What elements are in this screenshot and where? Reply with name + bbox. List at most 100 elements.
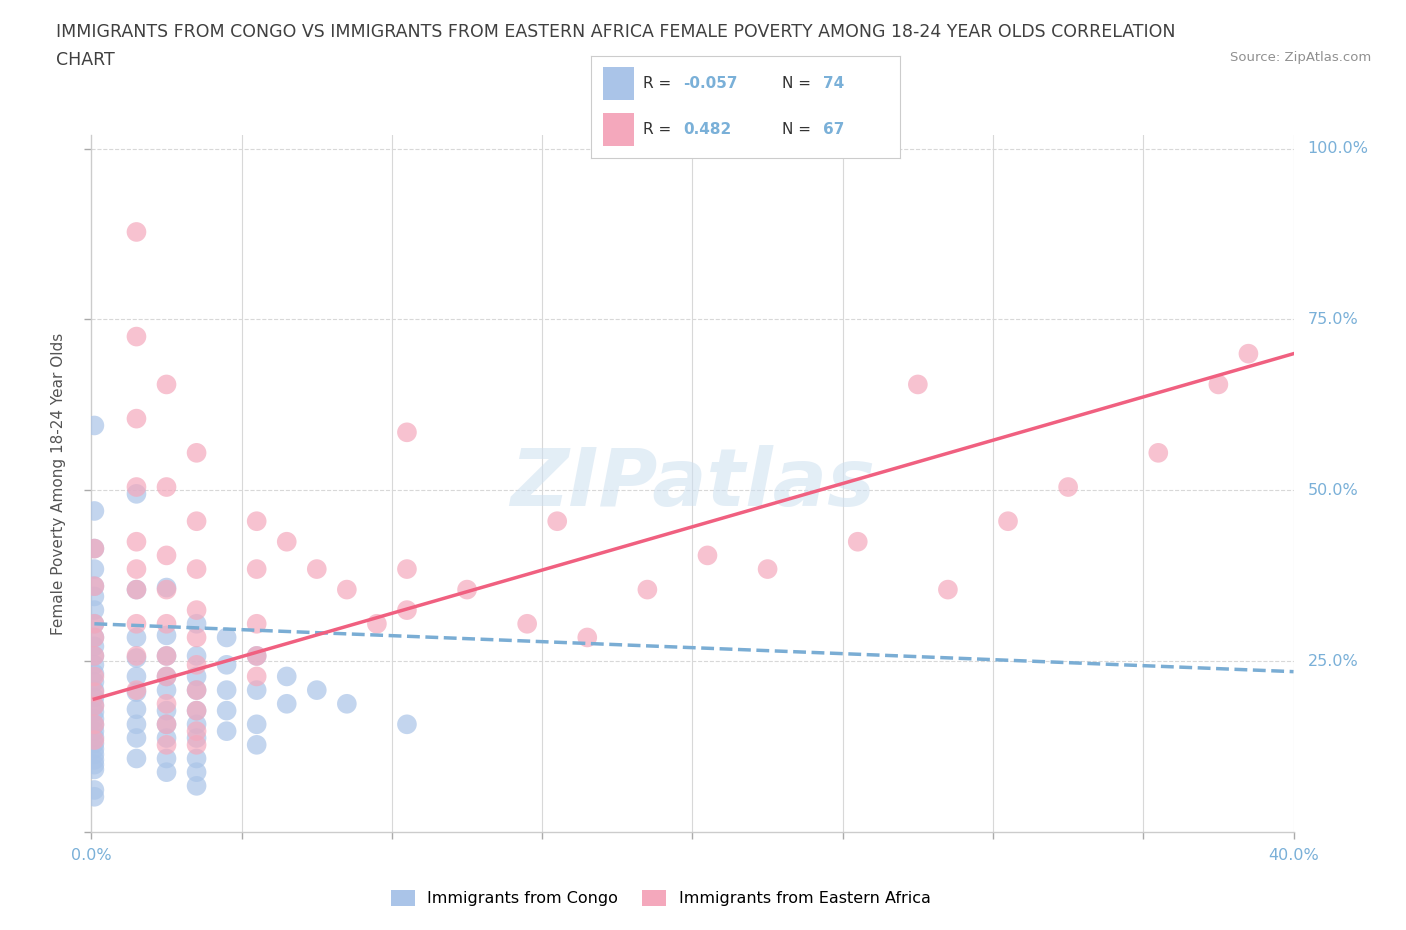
- Point: [516, 617, 538, 631]
- Point: [83, 717, 105, 732]
- Point: [997, 513, 1019, 528]
- Point: [83, 617, 105, 631]
- Point: [336, 697, 359, 711]
- Point: [83, 578, 105, 593]
- Point: [83, 698, 105, 712]
- Point: [186, 603, 208, 618]
- Point: [125, 411, 148, 426]
- Point: [83, 733, 105, 748]
- Point: [83, 617, 105, 631]
- Point: [276, 535, 298, 550]
- Point: [155, 648, 177, 663]
- Point: [636, 582, 658, 597]
- Point: [936, 582, 959, 597]
- Point: [155, 580, 177, 595]
- Point: [366, 617, 388, 631]
- Point: [246, 513, 269, 528]
- Point: [155, 703, 177, 718]
- Point: [83, 683, 105, 698]
- Point: [395, 562, 418, 577]
- Point: [125, 751, 148, 766]
- Point: [186, 683, 208, 698]
- Point: [125, 648, 148, 663]
- Point: [125, 630, 148, 644]
- Point: [83, 747, 105, 762]
- Point: [186, 778, 208, 793]
- Point: [546, 513, 568, 528]
- Point: [155, 751, 177, 766]
- Point: [125, 480, 148, 495]
- Point: [246, 617, 269, 631]
- Point: [215, 683, 238, 698]
- Text: 0.0%: 0.0%: [72, 848, 111, 863]
- Point: [215, 658, 238, 672]
- Point: [1237, 346, 1260, 361]
- Point: [155, 377, 177, 392]
- Text: 0.482: 0.482: [683, 122, 731, 137]
- Text: N =: N =: [782, 76, 815, 91]
- Point: [155, 648, 177, 663]
- Text: ZIPatlas: ZIPatlas: [510, 445, 875, 523]
- Point: [186, 751, 208, 766]
- Point: [155, 548, 177, 563]
- Point: [83, 648, 105, 663]
- Point: [846, 535, 869, 550]
- Point: [83, 541, 105, 556]
- Point: [83, 674, 105, 689]
- Text: 75.0%: 75.0%: [1308, 312, 1358, 327]
- Point: [125, 582, 148, 597]
- Point: [186, 724, 208, 738]
- Point: [83, 630, 105, 644]
- Point: [83, 658, 105, 672]
- Point: [155, 669, 177, 684]
- Point: [336, 582, 359, 597]
- Point: [186, 669, 208, 684]
- Point: [215, 703, 238, 718]
- Point: [186, 737, 208, 752]
- Text: CHART: CHART: [56, 51, 115, 69]
- Point: [83, 730, 105, 745]
- Point: [246, 562, 269, 577]
- Legend: Immigrants from Congo, Immigrants from Eastern Africa: Immigrants from Congo, Immigrants from E…: [384, 884, 938, 912]
- Point: [155, 717, 177, 732]
- Point: [83, 762, 105, 777]
- Point: [186, 703, 208, 718]
- Point: [125, 486, 148, 501]
- Point: [125, 329, 148, 344]
- Point: [186, 630, 208, 644]
- Point: [186, 703, 208, 718]
- Text: Source: ZipAtlas.com: Source: ZipAtlas.com: [1230, 51, 1371, 64]
- Point: [83, 578, 105, 593]
- Point: [83, 630, 105, 644]
- Point: [186, 658, 208, 672]
- Point: [83, 790, 105, 804]
- Point: [155, 617, 177, 631]
- Point: [456, 582, 478, 597]
- Point: [125, 617, 148, 631]
- Point: [155, 683, 177, 698]
- Bar: [603, 113, 634, 146]
- Point: [1147, 445, 1170, 460]
- Point: [125, 702, 148, 717]
- Point: [1057, 480, 1080, 495]
- Point: [155, 480, 177, 495]
- Point: [696, 548, 718, 563]
- Point: [395, 425, 418, 440]
- Point: [83, 503, 105, 518]
- Point: [276, 697, 298, 711]
- Text: 67: 67: [823, 122, 844, 137]
- Point: [125, 224, 148, 239]
- Point: [305, 562, 328, 577]
- Point: [83, 705, 105, 720]
- Point: [83, 418, 105, 433]
- Point: [83, 724, 105, 738]
- Text: 74: 74: [823, 76, 844, 91]
- Point: [83, 718, 105, 733]
- Point: [186, 445, 208, 460]
- Point: [155, 628, 177, 643]
- Point: [83, 639, 105, 654]
- Point: [83, 684, 105, 699]
- Point: [276, 669, 298, 684]
- Point: [125, 684, 148, 699]
- Point: [83, 603, 105, 618]
